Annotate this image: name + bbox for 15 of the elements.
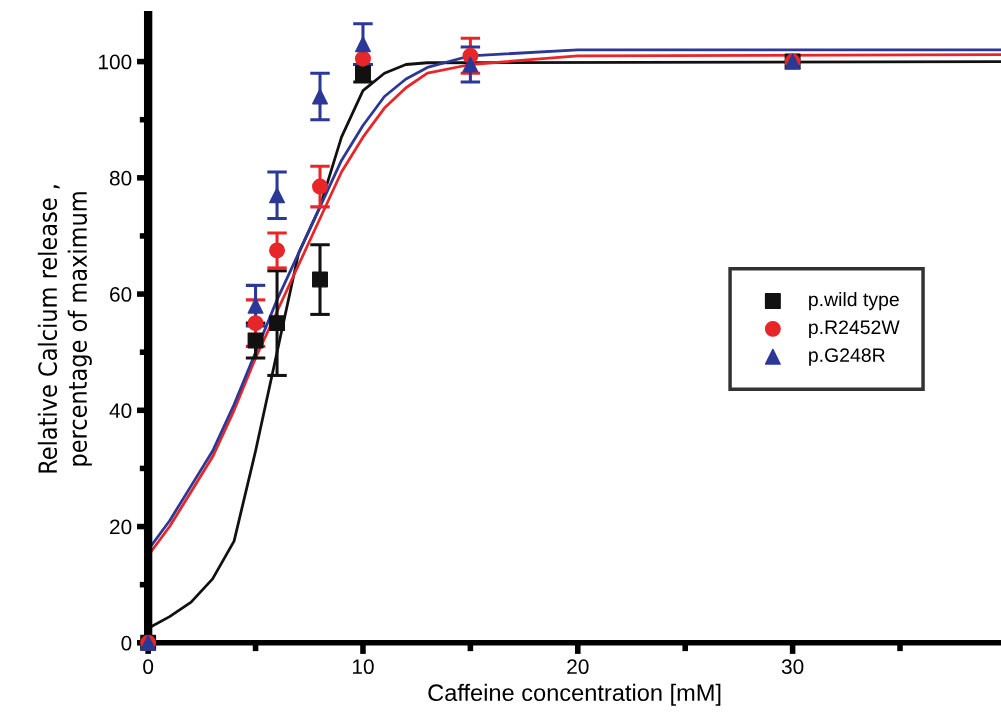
x-tick-label: 0 (143, 659, 154, 675)
legend-label: p.wild type (809, 292, 899, 311)
y-tick-label: 60 (110, 287, 132, 302)
x-axis-title: Caffeine concentration [mM] (428, 683, 721, 706)
legend-label: p.G248R (809, 348, 885, 366)
y-tick-label: 40 (109, 403, 132, 419)
x-tick-label: 20 (567, 659, 589, 675)
y-tick-label: 100 (99, 54, 132, 70)
legend-label: p.R2452W (809, 320, 900, 339)
x-tick-label: 10 (352, 659, 374, 675)
y-axis-title: Relative Calcium release , percentage of maximum (37, 185, 92, 473)
y-tick-label: 20 (110, 519, 132, 535)
y-tick-label: 80 (109, 170, 132, 186)
x-tick-label: 30 (781, 659, 804, 675)
y-tick-label: 0 (121, 635, 132, 651)
